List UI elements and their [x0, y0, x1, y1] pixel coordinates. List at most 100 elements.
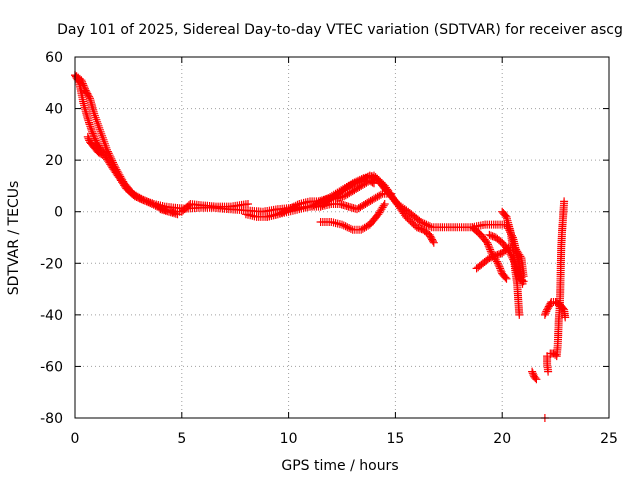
data-point	[515, 310, 524, 319]
data-point	[350, 178, 359, 187]
x-tick-label: 0	[71, 431, 80, 447]
data-point	[94, 121, 103, 130]
data-point	[88, 127, 97, 136]
data-point	[275, 209, 284, 218]
x-tick-label: 15	[386, 431, 404, 447]
data-point	[80, 83, 89, 92]
data-point	[133, 192, 142, 201]
data-point	[244, 200, 252, 208]
data-point	[502, 274, 511, 283]
data-point	[90, 111, 99, 120]
data-point	[128, 189, 137, 198]
data-point	[96, 127, 105, 136]
data-point	[483, 238, 492, 247]
data-point	[493, 259, 502, 268]
data-point	[357, 175, 366, 184]
data-point	[370, 194, 378, 203]
data-point	[561, 313, 570, 322]
data-point	[82, 111, 91, 119]
data-point	[146, 199, 155, 208]
data-point	[89, 131, 98, 140]
data-point	[139, 195, 147, 204]
tick-layer: 0 5 10 15 20 25 60 40 20 0 -20 -40 -60 -80	[40, 50, 618, 447]
data-point	[494, 261, 503, 269]
data-point	[544, 367, 553, 376]
data-point	[347, 188, 355, 197]
data-point	[84, 134, 93, 143]
data-point	[541, 309, 550, 318]
data-point	[486, 245, 495, 254]
plot-frame	[74, 56, 610, 419]
data-point	[281, 206, 289, 215]
data-point	[417, 218, 425, 226]
data-point	[343, 223, 352, 232]
data-point	[358, 202, 367, 210]
data-point	[93, 117, 102, 126]
data-point	[100, 137, 109, 146]
data-point	[339, 221, 348, 230]
data-point	[90, 109, 99, 118]
data-point	[91, 113, 100, 122]
data-point	[345, 224, 354, 232]
data-point	[103, 145, 111, 154]
data-point	[107, 154, 116, 163]
data-point	[117, 174, 126, 183]
data-point	[111, 163, 120, 172]
data-point	[354, 176, 362, 185]
data-point	[109, 158, 117, 167]
data-point	[345, 189, 354, 198]
data-point	[492, 257, 501, 266]
data-point	[424, 221, 433, 230]
data-point	[273, 210, 282, 219]
data-point	[484, 240, 492, 249]
data-point	[106, 153, 115, 161]
data-point	[357, 181, 366, 190]
data-point	[516, 252, 525, 261]
data-point	[147, 200, 156, 208]
x-tick-label: 25	[600, 431, 618, 447]
data-point	[422, 220, 431, 229]
data-point	[137, 194, 146, 203]
data-point	[495, 262, 504, 271]
data-point	[113, 167, 122, 176]
data-point	[363, 198, 372, 207]
data-point	[380, 200, 389, 208]
y-tick-label: 60	[45, 50, 63, 66]
data-point	[420, 219, 429, 228]
data-point	[482, 237, 490, 246]
data-point	[77, 76, 86, 85]
data-point	[528, 367, 537, 376]
data-point	[484, 242, 493, 251]
data-point	[368, 178, 377, 187]
data-point	[116, 172, 125, 181]
data-point	[279, 207, 288, 216]
data-point	[375, 191, 384, 200]
data-point	[85, 120, 94, 129]
data-point	[364, 197, 373, 206]
data-point	[284, 205, 293, 214]
data-point	[135, 193, 144, 202]
data-point	[109, 160, 118, 169]
data-point	[496, 264, 505, 273]
data-point	[78, 77, 87, 86]
y-tick-label: -60	[40, 359, 63, 375]
data-point	[519, 277, 528, 286]
y-axis-title: SDTVAR / TECUs	[6, 181, 22, 296]
x-tick-label: 10	[280, 431, 298, 447]
data-point	[338, 220, 346, 229]
data-point	[184, 201, 193, 210]
data-point	[352, 177, 361, 186]
data-point	[79, 81, 88, 90]
data-point	[105, 151, 114, 160]
data-point	[88, 129, 97, 138]
data-point	[429, 238, 438, 247]
x-tick-label: 20	[493, 431, 511, 447]
data-point	[97, 150, 106, 159]
x-axis-title: GPS time / hours	[281, 458, 398, 474]
data-point	[355, 175, 364, 184]
data-point	[110, 162, 119, 171]
data-point	[370, 179, 378, 188]
data-point	[282, 206, 291, 214]
data-point	[418, 218, 427, 227]
